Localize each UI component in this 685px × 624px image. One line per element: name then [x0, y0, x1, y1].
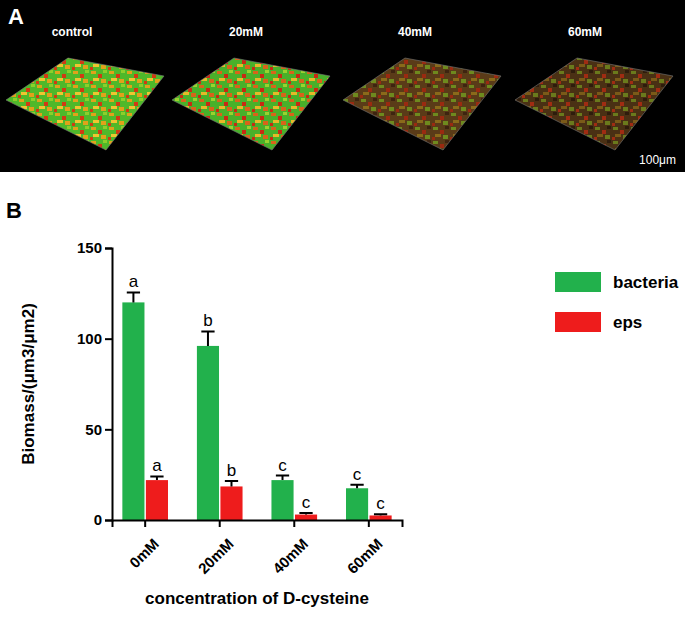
- error-bar: [276, 476, 289, 481]
- legend-swatch: [555, 312, 601, 332]
- legend-label: bacteria: [613, 273, 679, 292]
- tick-mark: [105, 520, 112, 522]
- tick-mark: [105, 338, 112, 340]
- confocal-image: [343, 58, 501, 150]
- error-bar: [225, 481, 238, 486]
- tick-mark: [105, 429, 112, 431]
- chart: abccabcc0501001500mM20mM40mM60mMconcentr…: [19, 239, 679, 608]
- error-bar: [127, 292, 140, 302]
- significance-letter: b: [227, 461, 236, 480]
- x-axis-title: concentration of D-cysteine: [145, 589, 369, 608]
- bar: [346, 488, 368, 520]
- panel-label: B: [6, 198, 22, 223]
- image-title: 20mM: [229, 25, 263, 39]
- bar: [220, 486, 242, 520]
- bar: [146, 480, 168, 520]
- significance-letter: b: [203, 311, 212, 330]
- bar: [197, 346, 219, 520]
- x-tick: 0mM: [126, 520, 162, 571]
- plot-area: [122, 292, 391, 520]
- image-title: 40mM: [398, 25, 432, 39]
- significance-letter: c: [302, 493, 311, 512]
- image-panel: control 20mM 40mM 60mM 100μm A: [0, 0, 685, 172]
- x-tick: 20mM: [195, 520, 237, 577]
- error-bar: [350, 485, 363, 489]
- significance-letter: a: [129, 272, 139, 291]
- image-background: [0, 0, 685, 172]
- scale-bar-label: 100μm: [639, 153, 676, 167]
- axis-line: [105, 249, 113, 521]
- image-title: control: [52, 25, 93, 39]
- bar: [271, 480, 293, 520]
- significance-letter: c: [353, 465, 362, 484]
- x-axis: 0mM 20mM 40mM 60mM: [113, 520, 403, 577]
- panel-label: A: [8, 4, 24, 29]
- confocal-image: [172, 58, 330, 150]
- tick-label: 0: [94, 511, 102, 528]
- tick-mark: [219, 520, 221, 527]
- tick-label: 100: [77, 330, 102, 347]
- legend: bacteria eps: [555, 272, 679, 332]
- y-tick: 0: [94, 511, 112, 528]
- legend-swatch: [555, 272, 601, 292]
- tick-mark: [105, 248, 112, 250]
- x-tick: 40mM: [269, 520, 311, 577]
- significance-letter: c: [278, 456, 287, 475]
- error-bar: [299, 513, 312, 514]
- y-axis: 0 50 100 150: [77, 239, 113, 528]
- y-tick: 100: [77, 330, 112, 347]
- image-title: 60mM: [568, 25, 602, 39]
- y-tick: 150: [77, 239, 112, 256]
- axis-line: [113, 521, 403, 528]
- error-bar: [150, 476, 163, 480]
- error-bar: [201, 331, 214, 346]
- confocal-image: [6, 58, 164, 150]
- error-bar: [374, 514, 387, 515]
- tick-label: 40mM: [269, 535, 311, 577]
- tick-label: 0mM: [126, 535, 162, 571]
- tick-label: 20mM: [195, 535, 237, 577]
- figure: control20mM40mM60mM100μmABabccabcc050100…: [0, 0, 685, 624]
- y-tick: 50: [85, 421, 112, 438]
- x-tick: 60mM: [344, 520, 386, 577]
- tick-label: 60mM: [344, 535, 386, 577]
- tick-label: 150: [77, 239, 102, 256]
- tick-mark: [293, 520, 295, 527]
- tick-mark: [368, 520, 370, 527]
- bar: [295, 515, 317, 520]
- significance-letter: a: [152, 456, 162, 475]
- tick-label: 50: [85, 421, 102, 438]
- bar: [370, 515, 392, 520]
- tick-mark: [144, 520, 146, 527]
- y-axis-title: Biomass/(μm3/μm2): [19, 303, 38, 465]
- confocal-image: [515, 58, 673, 150]
- legend-label: eps: [613, 313, 642, 332]
- significance-letter: c: [376, 494, 385, 513]
- bar: [122, 302, 144, 520]
